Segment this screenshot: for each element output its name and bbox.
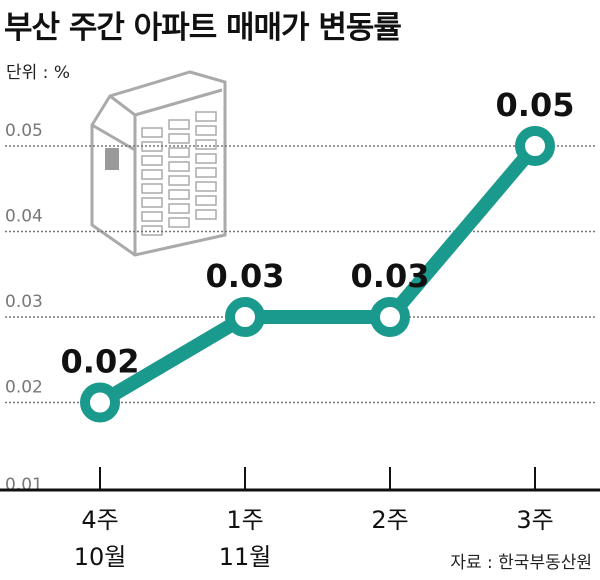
x-tick-sublabel: 11월	[219, 543, 272, 571]
building-window	[195, 167, 217, 178]
data-point	[515, 126, 555, 166]
building-window	[195, 209, 217, 220]
building-window	[195, 181, 217, 192]
data-point	[225, 297, 265, 337]
building-window	[141, 183, 163, 194]
building-window	[141, 155, 163, 166]
data-label: 0.03	[351, 257, 430, 295]
source-note: 자료 : 한국부동산원	[450, 553, 592, 573]
building-window	[141, 127, 163, 138]
series-line	[96, 141, 541, 409]
building-window	[168, 147, 190, 158]
y-tick-label: 0.04	[5, 207, 43, 227]
y-tick-label: 0.05	[5, 121, 43, 141]
building-window	[168, 133, 190, 144]
data-point	[80, 382, 120, 423]
y-tick-label: 0.01	[5, 475, 43, 495]
chart-title: 부산 주간 아파트 매매가 변동률	[4, 10, 402, 46]
x-tick-label: 2주	[371, 506, 408, 534]
unit-label: 단위 : %	[6, 63, 70, 83]
x-tick-sublabel: 10월	[74, 543, 127, 571]
data-label: 0.02	[61, 343, 140, 381]
x-tick-label: 3주	[516, 506, 553, 534]
building-window	[195, 139, 217, 150]
building-window	[195, 153, 217, 164]
data-point	[370, 297, 410, 337]
building-illustration	[90, 70, 227, 257]
building-window	[168, 189, 190, 200]
x-tick-label: 1주	[226, 506, 263, 534]
y-tick-label: 0.02	[5, 378, 43, 398]
building-window	[195, 195, 217, 206]
building-window	[141, 197, 163, 208]
building-window	[168, 119, 190, 130]
building-window	[168, 217, 190, 228]
building-window	[168, 203, 190, 214]
building-window	[141, 169, 163, 180]
x-tick-label: 4주	[81, 506, 118, 534]
y-tick-label: 0.03	[5, 292, 43, 312]
building-window	[168, 175, 190, 186]
building-window	[195, 111, 217, 122]
building-window	[141, 211, 163, 222]
data-label: 0.05	[496, 86, 575, 124]
building-window	[168, 161, 190, 172]
building-window	[195, 125, 217, 136]
data-label: 0.03	[206, 257, 285, 295]
building-window	[141, 225, 163, 236]
